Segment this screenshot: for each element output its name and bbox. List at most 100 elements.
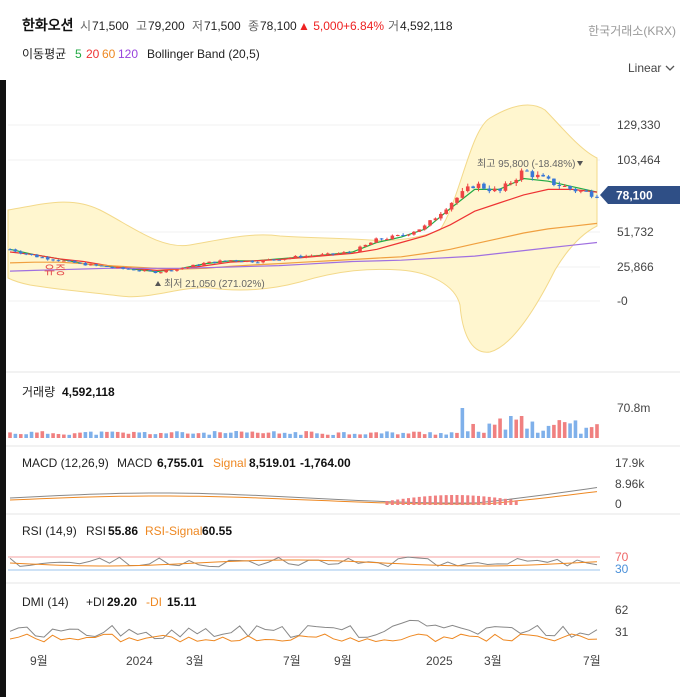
rsi-y-tick-30: 30 [615, 562, 629, 576]
volume-bar [336, 432, 341, 438]
macd-hist-bar [444, 495, 448, 505]
macd-hist-bar [514, 500, 518, 505]
bollinger-label[interactable]: Bollinger Band (20,5) [147, 47, 260, 61]
volume-bar [514, 419, 519, 438]
rsi-lines [9, 556, 598, 568]
candle-body [277, 259, 282, 261]
volume-bar [78, 432, 82, 438]
candle-body [255, 262, 260, 264]
volume-bar [261, 433, 265, 438]
rsi-y-tick-70: 70 [615, 550, 629, 564]
volume-bar [180, 432, 185, 438]
candle-body [342, 252, 346, 254]
volume-bar [83, 432, 88, 438]
volume-bar [395, 434, 400, 438]
candle-body [51, 259, 55, 261]
candle-body [503, 183, 508, 191]
volume-bar [482, 432, 486, 438]
volume-bar [72, 433, 77, 438]
candle-body [514, 179, 519, 184]
candle-body [471, 186, 475, 189]
candle-body [509, 183, 513, 185]
volume-bar [212, 431, 217, 438]
ma-20: 20 [86, 47, 100, 61]
volume-bar [51, 433, 55, 438]
ma-label[interactable]: 이동평균 [22, 47, 66, 61]
rsi-title: RSI (14,9) [22, 524, 77, 538]
volume-bar [363, 434, 368, 438]
pdi-value: 29.20 [107, 595, 137, 609]
candle-body [358, 246, 362, 253]
candle-body [218, 260, 222, 263]
candle-body [352, 252, 357, 254]
volume-bar [299, 434, 303, 438]
candle-body [406, 234, 411, 236]
candle-body [584, 190, 589, 192]
volume-bar [503, 429, 508, 438]
volume-bar [99, 431, 104, 438]
scale-toggle[interactable]: Linear [628, 61, 661, 75]
x-tick: 7월 [583, 654, 601, 668]
chevron-down-icon[interactable] [665, 65, 675, 71]
volume-bar [412, 431, 416, 438]
candlesticks [8, 168, 599, 274]
exchange-label: 한국거래소(KRX) [588, 24, 676, 38]
candle-body [595, 196, 599, 198]
volume-bar [228, 432, 233, 438]
price-tick: 25,866 [617, 260, 654, 274]
volume-bar [288, 433, 292, 438]
volume-bar [476, 431, 481, 438]
candle-body [88, 264, 93, 266]
candle-body [250, 260, 255, 263]
x-axis: 9월 2024 3월 7월 9월 2025 3월 7월 [30, 654, 601, 668]
candle-body [62, 260, 66, 262]
candle-body [557, 185, 562, 187]
volume-bar [589, 427, 594, 438]
candle-body [158, 272, 163, 274]
candle-body [137, 270, 142, 272]
candle-body [83, 263, 88, 266]
volume-bar [250, 431, 255, 438]
high-value: 79,200 [148, 19, 185, 33]
candle-body [175, 269, 179, 271]
ma-120: 120 [118, 47, 138, 61]
volume-bar [315, 433, 319, 438]
macd-hist-bar [390, 500, 394, 505]
volume-bar [541, 430, 545, 438]
high-annotation: 최고 95,800 (-18.48%) [477, 158, 575, 170]
volume-bar [202, 432, 206, 438]
volume-bar [579, 433, 583, 438]
volume-bar [293, 432, 298, 438]
low-marker-icon [155, 281, 161, 286]
candle-body [304, 255, 308, 258]
macd-y-axis: 17.9k 8.96k 0 [615, 456, 645, 511]
volume-bar [223, 433, 228, 438]
candle-body [299, 255, 303, 258]
volume-bar [207, 434, 212, 438]
volume-bar [24, 434, 28, 438]
candle-body [272, 259, 276, 261]
volume-bar [374, 432, 379, 438]
volume-bar [352, 433, 357, 438]
volume-bar [342, 432, 346, 438]
volume-bar [255, 432, 260, 438]
volume-bar [196, 433, 201, 438]
candle-body [234, 260, 238, 262]
candle-body [412, 231, 416, 235]
candle-body [148, 270, 152, 272]
candle-body [417, 229, 422, 232]
macd-hist-bar [503, 498, 507, 505]
candle-body [105, 265, 109, 267]
rsi-label: RSI [86, 524, 106, 538]
volume-bars [8, 408, 599, 438]
rsi-line [9, 556, 598, 568]
open-label: 시 [80, 19, 91, 33]
volume-bar [175, 431, 179, 438]
candle-body [207, 261, 212, 263]
volume-bar [13, 433, 18, 438]
high-label: 고 [136, 19, 147, 33]
candle-body [487, 188, 492, 192]
dmi-y-tick: 62 [615, 603, 629, 617]
volume-bar [584, 427, 589, 438]
